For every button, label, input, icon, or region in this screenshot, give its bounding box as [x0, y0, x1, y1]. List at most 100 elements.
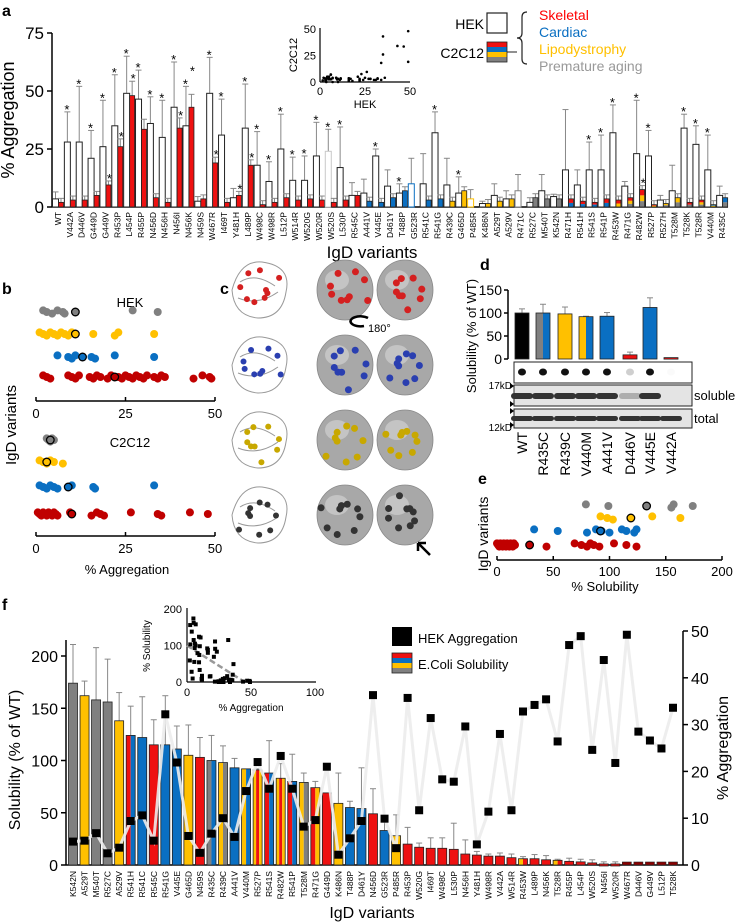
f-solubility-bar-outline [552, 859, 563, 866]
f-solubility-bar-seg [403, 844, 413, 865]
aggregation-marker [322, 762, 331, 771]
f-solubility-bar-seg [183, 755, 193, 865]
mutation-site [411, 431, 419, 439]
marker-12kd: 12kD [489, 423, 512, 434]
c2c12-bar-outline [259, 204, 266, 208]
panel-label-a: a [2, 3, 11, 20]
significance-star: * [207, 47, 212, 62]
a-x-tick-label: T528R [693, 212, 703, 238]
protein-ribbon [231, 336, 288, 394]
significance-star: * [705, 125, 710, 140]
hek-bar [265, 180, 273, 208]
e-xtick-label: 200 [711, 564, 733, 579]
c2c12-bar-outline [212, 162, 219, 208]
hek-bar [301, 179, 309, 208]
aggregation-marker [380, 814, 389, 823]
d-solubility-bar-seg [586, 316, 593, 359]
f-inset-ylabel: % Solubility [142, 620, 153, 672]
c2c12-bar-seg [426, 200, 432, 207]
aggregation-marker [357, 817, 366, 826]
d-solubility-bar-outline [642, 307, 658, 360]
f-x-tick-label: N456I [599, 871, 609, 894]
f-y2tick-label: 50 [691, 624, 709, 641]
c2c12-bar-outline [437, 198, 444, 208]
b-hek-dot [91, 354, 100, 363]
c2c12-bar-outline [188, 106, 195, 208]
a-x-tick-label: A529T [492, 212, 502, 237]
c2c12-bar-seg [710, 205, 716, 207]
f-x-tick-label: W520G [414, 871, 424, 900]
hek-bar [538, 190, 546, 208]
b-hek-dot [74, 371, 83, 380]
f-solubility-bar-seg [530, 858, 540, 865]
marker-arrowhead [510, 408, 514, 414]
c2c12-bar-seg [355, 195, 360, 207]
a-ytick-label: 50 [25, 82, 44, 101]
f-inset-xtick: 0 [184, 687, 190, 699]
arrow-icon [416, 541, 431, 556]
significance-star: * [396, 174, 401, 189]
f-solubility-bar-outline [610, 863, 621, 867]
dot-blot-spot [539, 368, 547, 376]
c2c12-bar-seg [212, 162, 218, 207]
b-c2c12-dot [49, 458, 58, 466]
f-x-tick-label: R455P [564, 871, 574, 897]
c2c12-bar-outline [651, 204, 657, 208]
aggregation-marker [472, 840, 481, 849]
c2c12-bar-seg [580, 204, 586, 207]
dot-blot-spot [518, 368, 526, 376]
b-xtick-label: 0 [32, 406, 39, 421]
a-inset-ytick: 0 [310, 77, 316, 89]
b-hek-dot [96, 373, 105, 381]
hek-bar [372, 155, 380, 208]
protein-surface [376, 334, 434, 396]
f-solubility-bar [633, 861, 644, 866]
f-solubility-bar-outline [575, 861, 586, 866]
a-x-tick-label: R541C [421, 212, 431, 238]
f-x-tick-label: R527P [253, 871, 263, 897]
b-xtick-label: 50 [208, 406, 222, 421]
a-x-tick-label: W520G [302, 212, 312, 241]
significance-star: * [171, 52, 176, 67]
mutation-site [337, 502, 345, 510]
a-inset-point [339, 76, 343, 80]
d-ytick-label: 150 [479, 282, 503, 298]
a-x-tick-label: N456D [148, 212, 158, 238]
b-c2c12-title: C2C12 [110, 435, 150, 450]
a-inset-point [379, 61, 383, 65]
aggregation-marker [334, 850, 343, 859]
e-dot [632, 525, 641, 534]
c2c12-bar-outline [129, 95, 136, 208]
marker-17kd: 17kD [489, 381, 512, 392]
aggregation-marker [495, 729, 504, 738]
b-hek-dot [142, 371, 151, 380]
a-x-tick-label: W498C [255, 212, 265, 240]
c2c12-bar-seg [260, 204, 266, 207]
f-x-tick-label: R439C [218, 871, 228, 897]
f-inset-point [222, 676, 227, 681]
a-x-tick-label: W520S [326, 212, 336, 240]
c2c12-bar-seg [532, 197, 538, 207]
c2c12-bar-outline [271, 201, 278, 208]
d-x-tick-label: WT [514, 432, 530, 454]
f-inset-point [212, 679, 217, 684]
aggregation-marker [253, 758, 262, 767]
hek-bar [419, 183, 427, 208]
a-inset-point [360, 72, 363, 76]
mutation-site [362, 360, 370, 368]
mutation-site [395, 524, 403, 532]
mutation-site [343, 296, 351, 304]
a-ytick-label: 25 [25, 140, 44, 159]
a-inset-point [347, 79, 351, 83]
a-x-tick-label: N459S [195, 212, 205, 238]
f-x-tick-label: G449D [322, 871, 332, 898]
f-x-tick-label: R527C [103, 871, 113, 897]
aggregation-marker [507, 806, 516, 815]
a-x-tick-label: T488P [397, 212, 407, 237]
aggregation-marker [634, 727, 643, 736]
d-solubility-bar-seg [558, 313, 572, 359]
aggregation-marker [599, 656, 608, 665]
a-x-tick-label: D446V [77, 212, 87, 238]
f-inset-point [187, 658, 192, 663]
significance-star: * [135, 60, 140, 75]
